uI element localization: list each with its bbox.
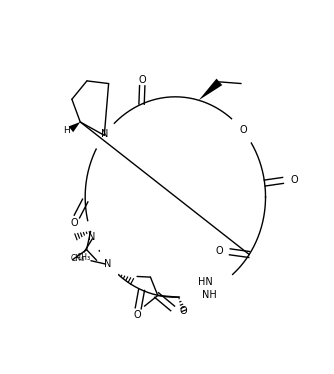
Text: O: O — [215, 246, 223, 256]
Text: N: N — [88, 232, 96, 242]
Text: CH₃: CH₃ — [76, 253, 91, 262]
Polygon shape — [82, 220, 103, 253]
Polygon shape — [92, 119, 117, 151]
Polygon shape — [206, 270, 235, 296]
Text: N: N — [101, 129, 108, 139]
Polygon shape — [199, 79, 222, 100]
Text: O: O — [70, 218, 78, 228]
Polygon shape — [68, 122, 80, 132]
Text: O: O — [290, 175, 298, 186]
Text: O: O — [138, 75, 146, 85]
Text: O: O — [134, 310, 141, 320]
Text: H: H — [63, 126, 70, 135]
Text: O: O — [179, 306, 187, 316]
Text: NH: NH — [202, 290, 217, 300]
Polygon shape — [95, 248, 122, 279]
Polygon shape — [180, 285, 210, 303]
Text: O: O — [240, 125, 247, 135]
Text: HN: HN — [198, 278, 213, 288]
Text: N: N — [104, 259, 111, 269]
Polygon shape — [229, 114, 256, 145]
Text: CH₃: CH₃ — [71, 254, 85, 263]
